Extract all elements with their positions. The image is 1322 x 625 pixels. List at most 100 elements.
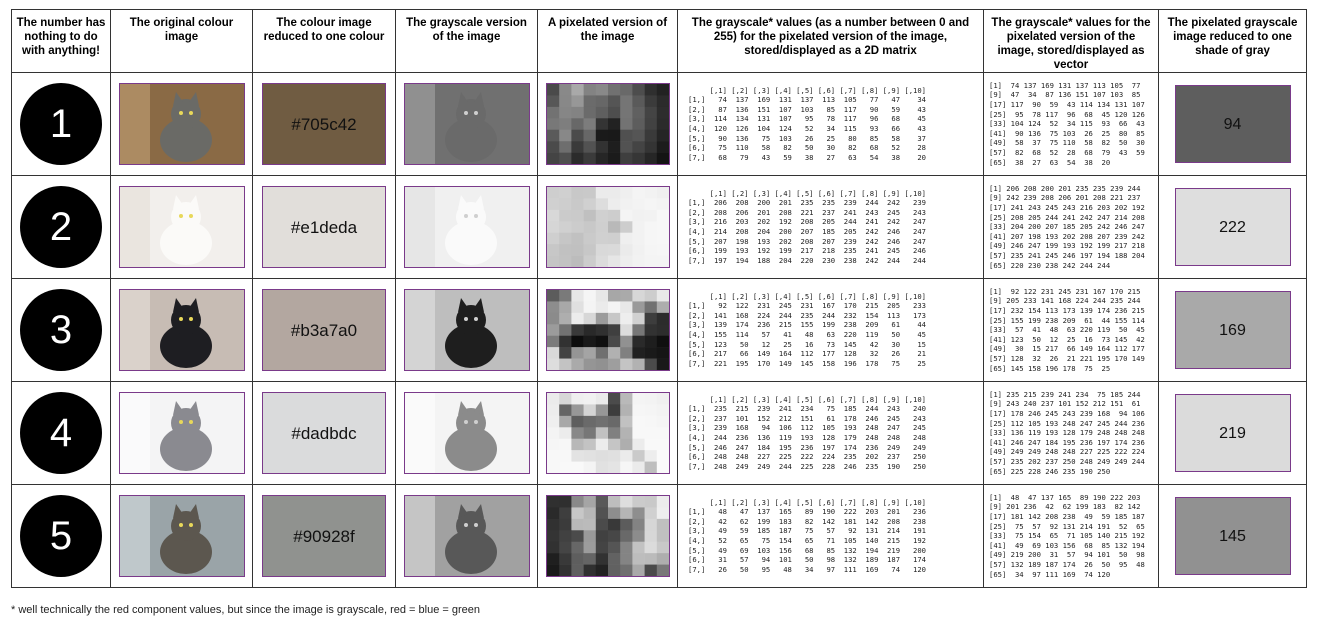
cat-head [455, 511, 486, 541]
pixel-block [595, 415, 608, 428]
pixel-block [619, 290, 633, 302]
pixel-block [595, 141, 608, 153]
cat-body [159, 118, 212, 162]
original-cat-image [118, 392, 245, 474]
pixel-block [570, 118, 584, 131]
pixel-block [595, 427, 608, 440]
pixel-block [595, 507, 608, 520]
cat-ear-left [457, 92, 468, 106]
pixel-block [619, 312, 633, 325]
pixel-block [583, 347, 596, 359]
pixel-block [570, 530, 584, 543]
one-gray-cell: 222 [1158, 175, 1307, 279]
matrix-cell: [,1] [,2] [,3] [,4] [,5] [,6] [,7] [,8] … [677, 381, 984, 485]
header-original-colour: The original colour image [110, 9, 253, 73]
pixel-block [631, 129, 645, 142]
pixel-block [595, 244, 608, 256]
cat-ear-left [457, 504, 468, 518]
pixel-block [656, 198, 669, 211]
pixel-block [558, 415, 572, 428]
pixel-block [644, 198, 657, 211]
pixel-block [595, 84, 608, 96]
gray-swatch: 219 [1174, 394, 1291, 472]
pixel-block [546, 335, 559, 348]
table-row: 1 #705c42 [,1] [,2] [,3] [,4] [,5] [,6] [… [11, 72, 1307, 176]
pixel-block [619, 438, 633, 451]
pixel-block [595, 450, 608, 462]
pixelated-image [545, 495, 670, 577]
pixel-block [631, 324, 645, 337]
cat-ear-left [172, 298, 183, 312]
table-row: 3 #b3a7a0 [,1] [,2] [,3] [,4] [,5] [,6] [… [11, 278, 1307, 382]
cat-body [444, 118, 497, 162]
pixel-block [619, 404, 633, 417]
pixel-block [644, 404, 657, 417]
pixel-block [558, 187, 572, 199]
number-cell: 1 [11, 72, 111, 176]
pixel-block [546, 84, 559, 96]
gray-vector: [1] 206 208 200 201 235 235 239 244 [9] … [989, 183, 1145, 270]
pixel-block [595, 404, 608, 417]
pixel-block [656, 404, 669, 417]
pixel-block [607, 301, 620, 314]
gray-matrix: [,1] [,2] [,3] [,4] [,5] [,6] [,7] [,8] … [688, 497, 926, 574]
matrix-cell: [,1] [,2] [,3] [,4] [,5] [,6] [,7] [,8] … [677, 484, 984, 588]
pixel-block [631, 496, 645, 508]
pixel-block [644, 290, 657, 302]
pixel-block [644, 415, 657, 428]
pixel-block [595, 312, 608, 325]
grayscale-cat-image [403, 186, 530, 268]
pixel-block [558, 290, 572, 302]
pixel-block [583, 427, 596, 440]
pixel-block [607, 187, 620, 199]
cat-eye-left [463, 214, 468, 218]
vector-cell: [1] 74 137 169 131 137 113 105 77 [9] 47… [983, 72, 1159, 176]
pixel-block [546, 187, 559, 199]
pixel-block [656, 95, 669, 108]
header-vector: The grayscale* values for the pixelated … [983, 9, 1159, 73]
pixel-block [595, 461, 608, 473]
pixel-block [570, 290, 584, 302]
cat-eye-right [473, 317, 478, 321]
pixel-block [595, 518, 608, 531]
pixel-block [631, 564, 645, 576]
pixel-block [570, 393, 584, 405]
pixel-block [570, 507, 584, 520]
pixel-block [583, 404, 596, 417]
pixel-block [631, 106, 645, 119]
grayscale-image-cell [395, 278, 538, 382]
pixelated-image-cell [537, 175, 678, 279]
pixel-block [631, 209, 645, 222]
pixel-block [631, 347, 645, 359]
pixel-block [607, 95, 620, 108]
photo-highlight [119, 290, 150, 370]
pixel-block [558, 312, 572, 325]
pixel-block [595, 118, 608, 131]
photo-highlight [404, 496, 435, 576]
pixel-block [631, 84, 645, 96]
grayscale-image-cell [395, 175, 538, 279]
cat-head [170, 202, 201, 232]
original-cat-image [118, 495, 245, 577]
pixel-block [546, 404, 559, 417]
pixel-block [656, 347, 669, 359]
cat-body [444, 530, 497, 574]
pixel-block [631, 358, 645, 370]
pixel-block [583, 564, 596, 576]
pixel-block [644, 129, 657, 142]
pixel-block [619, 84, 633, 96]
pixel-block [583, 221, 596, 234]
pixel-block [619, 106, 633, 119]
pixel-block [656, 553, 669, 565]
pixel-block [546, 564, 559, 576]
pixel-block [656, 438, 669, 451]
pixel-block [570, 232, 584, 245]
pixel-block [631, 507, 645, 520]
pixel-block [619, 141, 633, 153]
pixel-block [546, 530, 559, 543]
number-badge: 3 [20, 289, 102, 371]
pixel-block [619, 530, 633, 543]
pixel-block [558, 530, 572, 543]
pixel-block [558, 129, 572, 142]
pixel-block [570, 187, 584, 199]
